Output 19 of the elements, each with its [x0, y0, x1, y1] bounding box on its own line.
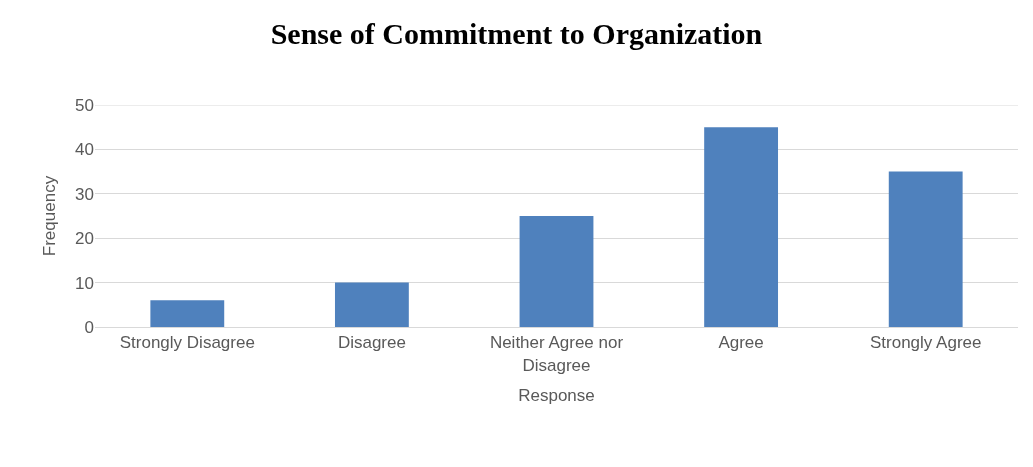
- y-tick-label: 30: [75, 184, 94, 204]
- bar: [519, 216, 594, 327]
- x-tick-label: Neither Agree nor Disagree: [489, 333, 624, 375]
- y-tick-label: 20: [75, 229, 94, 249]
- x-tick-label: Disagree: [337, 333, 406, 353]
- bar: [888, 171, 963, 327]
- y-axis-title: Frequency: [39, 175, 59, 257]
- bar: [150, 300, 225, 327]
- x-axis-title: Response: [518, 385, 595, 405]
- y-tick-label: 0: [84, 317, 94, 337]
- y-tick-label: 40: [75, 140, 94, 160]
- x-tick-label: Agree: [718, 333, 764, 353]
- chart-title: Sense of Commitment to Organization: [270, 17, 763, 51]
- x-tick-label: Strongly Disagree: [119, 333, 255, 353]
- bar: [704, 127, 779, 327]
- y-tick-label: 10: [75, 273, 94, 293]
- x-tick-label: Strongly Agree: [869, 333, 982, 353]
- y-tick-label: 50: [75, 95, 94, 115]
- bar: [334, 282, 409, 327]
